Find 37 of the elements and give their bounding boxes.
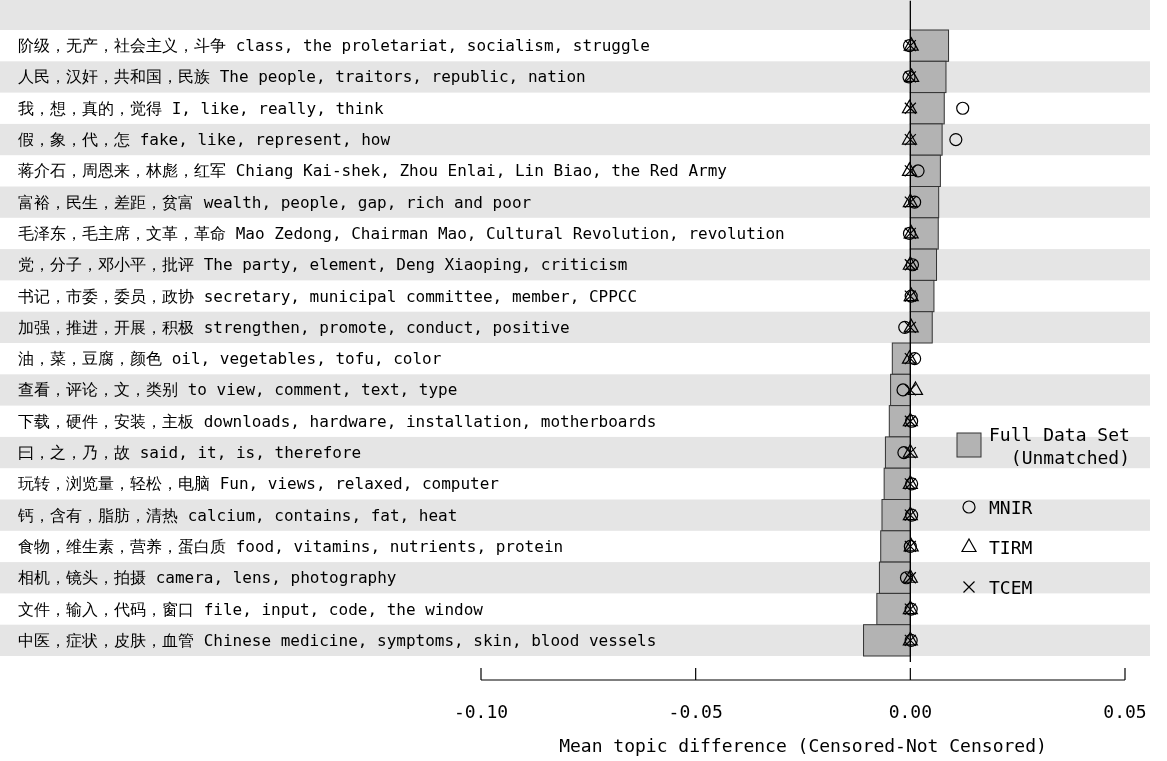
point <box>949 132 963 147</box>
y-tick-label: 富裕，民生，差距，贫富 wealth, people, gap, rich and poor <box>18 192 532 212</box>
y-tick-label: 文件，输入，代码，窗口 file, input, code, the window <box>18 599 484 619</box>
y-tick-label: 曰，之，乃，故 said, it, is, therefore <box>18 443 362 463</box>
y-tick-label: 阶级，无产，社会主义，斗争 class, the proletariat, socialism, struggle <box>18 36 650 56</box>
x-tick-label: -0.05 <box>668 701 723 722</box>
point <box>904 383 917 397</box>
legend-label: TCEM <box>989 576 1033 598</box>
y-tick-label: 钙，含有，脂肪，清热 calcium, contains, fat, heat <box>17 505 458 525</box>
point <box>907 381 924 396</box>
y-tick-label: 加强，推进，开展，积极 strengthen, promote, conduct, positive <box>18 317 570 337</box>
legend-label: Full Data Set (Unmatched) <box>989 423 1131 468</box>
y-tick-label: 我，想，真的，觉得 I, like, really, think <box>18 98 384 118</box>
y-tick-label: 书记，市委，委员，政协 secretary, municipal committee, member, CPPCC <box>18 286 638 306</box>
y-tick-label: 食物，维生素，营养，蛋白质 food, vitamins, nutrients, protein <box>18 536 564 556</box>
x-tick-label: 0.00 <box>888 701 933 722</box>
x-axis-title: Mean topic difference (Censored-Not Censored) <box>559 735 1047 756</box>
point <box>908 352 922 366</box>
y-tick-label: 查看，评论，文，类别 to view, comment, text, type <box>18 380 458 400</box>
y-tick-label: 相机，镜头，拍摄 camera, lens, photography <box>18 568 397 588</box>
y-tick-label: 蒋介石，周恩来，林彪，红军 Chiang Kai-shek, Zhou Enlai, Lin Biao, the Red Army <box>18 161 728 181</box>
y-tick-label: 下载，硬件，安装，主板 downloads, hardware, installation, motherboards <box>18 411 657 431</box>
legend-label: MNIR <box>989 496 1033 518</box>
legend-label: TIRM <box>989 536 1033 558</box>
y-tick-label: 中医，症状，皮肤，血管 Chinese medicine, symptoms, skin, blood vessels <box>18 630 657 650</box>
y-tick-label: 党，分子，邓小平，批评 The party, element, Deng Xiaoping, criticism <box>18 255 628 275</box>
point <box>956 101 970 115</box>
point <box>908 195 922 209</box>
y-tick-label: 人民，汉奸，共和国，民族 The people, traitors, republic, nation <box>18 67 586 87</box>
x-tick-label: -0.10 <box>453 701 509 722</box>
y-tick-label: 假，象，代，怎 fake, like, represent, how <box>18 130 391 150</box>
point <box>899 571 914 585</box>
x-tick-label: 0.05 <box>1103 701 1147 722</box>
point <box>898 320 912 334</box>
y-tick-label: 毛泽东，毛主席，文革，革命 Mao Zedong, Chairman Mao, Cultural Revolution, revolution <box>18 223 785 243</box>
y-tick-label: 玩转，浏览量，轻松，电脑 Fun, views, relaxed, computer <box>18 474 500 494</box>
y-tick-label: 油，菜，豆腐，颜色 oil, vegetables, tofu, color <box>18 349 442 369</box>
